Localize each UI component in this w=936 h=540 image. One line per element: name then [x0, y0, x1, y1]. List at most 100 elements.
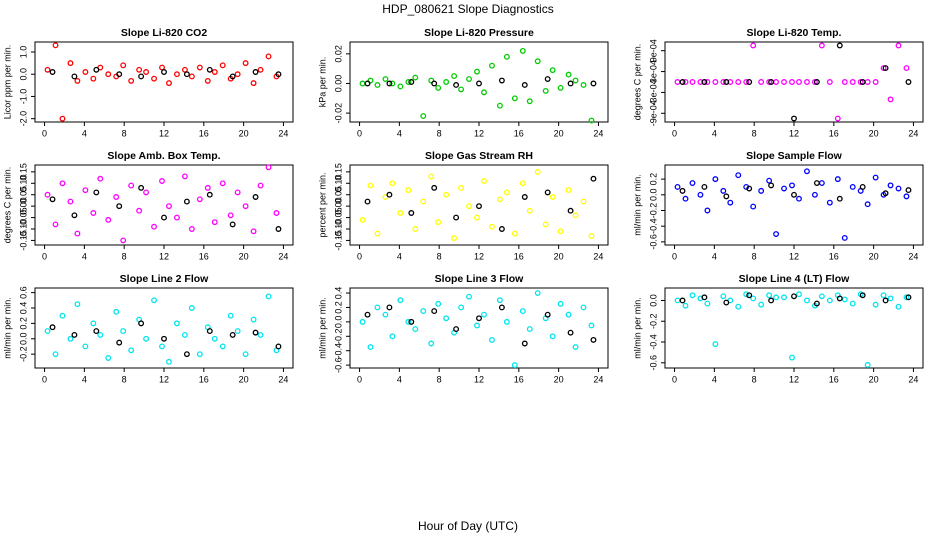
x-tick-label: 20 [239, 128, 249, 138]
x-tick-label: 0 [672, 251, 677, 261]
point [196, 196, 203, 203]
point [181, 173, 188, 180]
point [242, 203, 249, 210]
point [204, 184, 211, 191]
x-tick-label: 8 [437, 128, 442, 138]
point [188, 73, 195, 80]
y-tick-label: -3e-04 [648, 79, 658, 105]
point [720, 293, 727, 300]
point [712, 176, 719, 183]
point [544, 311, 551, 318]
point [275, 71, 282, 78]
point [451, 235, 458, 242]
point [701, 294, 708, 301]
y-tick-label: 0.00 [333, 75, 343, 93]
point [880, 292, 887, 299]
y-tick-label: 0.00 [18, 197, 28, 215]
point [826, 79, 833, 85]
point [519, 308, 526, 315]
point [750, 203, 757, 210]
x-tick-label: 16 [829, 374, 839, 384]
point [161, 335, 167, 342]
point [697, 191, 704, 198]
point [903, 294, 910, 301]
point [120, 328, 127, 335]
point [796, 195, 802, 202]
point [90, 210, 97, 216]
point [526, 326, 533, 333]
plot-frame [349, 164, 609, 246]
point [397, 83, 404, 90]
point [367, 344, 374, 351]
x-tick-label: 4 [712, 128, 717, 138]
point [872, 301, 879, 308]
x-tick-label: 20 [554, 251, 564, 261]
point [181, 331, 188, 338]
y-tick-label: 0.15 [18, 163, 28, 181]
x-tick-label: 24 [278, 251, 288, 261]
point [120, 62, 127, 69]
y-tick-label: 0.0 [333, 316, 343, 329]
point [389, 333, 396, 340]
points [674, 42, 912, 122]
y-tick-label: -0.2 [18, 346, 28, 362]
point [52, 42, 59, 49]
point [818, 180, 825, 186]
point [565, 71, 572, 78]
point [374, 230, 381, 237]
point [905, 79, 912, 85]
point [408, 318, 415, 325]
point [895, 42, 902, 49]
point [229, 73, 236, 80]
x-tick-label: 12 [789, 374, 799, 384]
point [458, 86, 465, 93]
x-tick-label: 20 [239, 251, 249, 261]
point [811, 79, 818, 85]
panel-title: Slope Li-820 Temp. [747, 27, 842, 39]
point [151, 75, 157, 82]
point [773, 79, 780, 85]
x-tick-label: 12 [159, 374, 169, 384]
y-axis-label: kPa per min. [317, 57, 327, 108]
point [44, 191, 51, 198]
point [746, 292, 753, 299]
point [173, 71, 180, 78]
point [834, 115, 841, 122]
point [712, 79, 719, 85]
point [588, 232, 595, 239]
point [159, 343, 165, 350]
y-tick-label: -0.2 [648, 313, 658, 329]
point [59, 180, 66, 187]
y-axis-label: ml/min per min. [632, 297, 642, 359]
points [359, 47, 597, 124]
point [397, 210, 404, 216]
point [503, 189, 510, 196]
point [466, 203, 472, 210]
x-tick-label: 16 [514, 374, 524, 384]
point [590, 336, 597, 343]
point [116, 71, 123, 78]
plot-frame [34, 287, 294, 369]
y-tick-label: 0.4 [18, 302, 28, 315]
x-axis-label: Hour of Day (UTC) [418, 519, 518, 533]
point [813, 79, 820, 85]
point [701, 184, 708, 190]
point [534, 290, 541, 296]
y-tick-label: 0.0 [18, 68, 28, 81]
points [674, 291, 912, 368]
point [498, 226, 505, 232]
y-tick-label: -1.0 [18, 89, 28, 105]
point [105, 216, 112, 223]
point [727, 199, 734, 206]
point [519, 180, 526, 187]
point [526, 207, 533, 214]
point [428, 173, 435, 180]
point [488, 62, 495, 69]
point [151, 223, 157, 230]
point [682, 79, 689, 85]
point [405, 318, 412, 325]
point [503, 53, 510, 60]
y-axis-label: ml/min per min. [2, 297, 12, 359]
point [521, 82, 528, 88]
points [44, 42, 282, 122]
